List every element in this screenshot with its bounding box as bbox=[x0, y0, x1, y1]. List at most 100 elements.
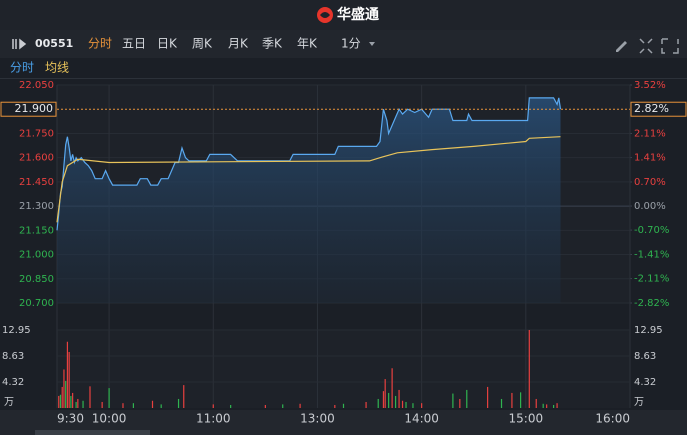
y2-tick-label: -2.11% bbox=[634, 274, 669, 285]
interval-select[interactable]: 1分 bbox=[341, 37, 361, 51]
volume-bar bbox=[63, 369, 65, 408]
volume-bar bbox=[412, 403, 414, 408]
volume-bar bbox=[72, 392, 74, 408]
volume-bar bbox=[528, 330, 530, 408]
y2-tick-label: -2.82% bbox=[634, 298, 669, 309]
volume-bar bbox=[299, 403, 301, 408]
volume-bar bbox=[556, 403, 558, 408]
dropdown-arrow[interactable] bbox=[369, 42, 375, 46]
volume-bar bbox=[388, 392, 390, 408]
collapse-icon[interactable] bbox=[12, 38, 27, 50]
volume-bar bbox=[365, 401, 367, 408]
volume-bar bbox=[394, 395, 397, 408]
volume-bar bbox=[66, 341, 69, 408]
y-tick-label: 20.850 bbox=[19, 274, 54, 285]
volume-tick-label: 8.63 bbox=[634, 351, 656, 362]
volume-bar bbox=[452, 393, 454, 408]
volume-tick-label: 12.95 bbox=[634, 325, 663, 336]
current-pct-box bbox=[630, 101, 687, 117]
y2-tick-label: -1.41% bbox=[634, 250, 669, 261]
volume-bar bbox=[520, 392, 522, 408]
volume-bar bbox=[122, 403, 124, 408]
volume-bar bbox=[160, 404, 162, 408]
volume-bar bbox=[65, 380, 67, 408]
current-pct-label: 2.82% bbox=[634, 102, 669, 115]
volume-bar bbox=[101, 401, 103, 408]
volume-bar bbox=[384, 379, 386, 408]
volume-bar bbox=[264, 404, 266, 408]
current-price-box bbox=[0, 101, 57, 117]
sub-tab[interactable]: 分时 bbox=[10, 61, 34, 75]
volume-bar bbox=[553, 404, 555, 408]
period-tab[interactable]: 日K bbox=[157, 37, 178, 51]
volume-bar bbox=[82, 400, 84, 408]
period-tab[interactable]: 周K bbox=[192, 37, 213, 51]
volume-bar bbox=[377, 398, 379, 408]
y-tick-label: 21.150 bbox=[19, 225, 54, 236]
period-tab[interactable]: 分时 bbox=[88, 37, 112, 51]
volume-tick-label: 12.95 bbox=[2, 325, 31, 336]
x-tick-label: 13:00 bbox=[300, 412, 335, 426]
volume-bar bbox=[535, 398, 537, 408]
period-tab[interactable]: 月K bbox=[228, 37, 249, 51]
volume-bar bbox=[70, 395, 72, 408]
volume-bar bbox=[546, 404, 548, 408]
volume-bar bbox=[466, 389, 468, 408]
x-tick-label: 16:00 bbox=[595, 412, 630, 426]
volume-bar bbox=[108, 388, 110, 408]
draw-icon[interactable] bbox=[616, 41, 627, 52]
y-tick-label: 21.750 bbox=[19, 128, 54, 139]
y2-tick-label: -0.70% bbox=[634, 225, 669, 236]
scroll-thumb[interactable] bbox=[35, 430, 150, 435]
period-tab[interactable]: 年K bbox=[297, 37, 318, 51]
divider bbox=[0, 78, 687, 79]
x-tick-label: 9:30 bbox=[57, 412, 84, 426]
volume-bar bbox=[500, 398, 503, 408]
fullscreen-icon[interactable] bbox=[661, 38, 679, 54]
period-tab[interactable]: 季K bbox=[262, 37, 283, 51]
volume-bar bbox=[61, 386, 63, 408]
y2-tick-label: 3.52% bbox=[634, 80, 666, 91]
volume-tick-label: 8.63 bbox=[2, 351, 24, 362]
volume-bar bbox=[421, 403, 423, 408]
volume-bar bbox=[230, 404, 232, 408]
volume-bar bbox=[58, 395, 60, 408]
volume-bar bbox=[342, 403, 345, 408]
volume-bar bbox=[282, 404, 284, 408]
volume-bar bbox=[459, 398, 461, 408]
toolbar bbox=[0, 30, 687, 58]
current-price-label: 21.900 bbox=[15, 102, 54, 115]
x-tick-label: 10:00 bbox=[92, 412, 127, 426]
volume-tick-label: 4.32 bbox=[634, 377, 656, 388]
x-tick-label: 14:00 bbox=[404, 412, 439, 426]
average-line bbox=[56, 136, 561, 223]
volume-bar bbox=[89, 386, 91, 408]
y-tick-label: 21.600 bbox=[19, 153, 54, 164]
y2-tick-label: 0.00% bbox=[634, 201, 666, 212]
volume-bar bbox=[405, 401, 407, 408]
x-tick-label: 11:00 bbox=[196, 412, 231, 426]
volume-bar bbox=[77, 398, 79, 408]
logo-mark bbox=[320, 12, 330, 18]
y-tick-label: 21.300 bbox=[19, 201, 54, 212]
volume-bar bbox=[212, 404, 214, 408]
stock-code: 00551 bbox=[35, 37, 73, 50]
header-bar bbox=[0, 0, 687, 30]
volume-bar bbox=[391, 368, 393, 408]
period-tab[interactable]: 五日 bbox=[122, 37, 146, 51]
volume-unit: 万 bbox=[4, 397, 14, 408]
volume-bar bbox=[132, 403, 134, 408]
y-tick-label: 20.700 bbox=[19, 298, 54, 309]
volume-bar bbox=[487, 386, 489, 408]
sub-tab[interactable]: 均线 bbox=[45, 61, 69, 75]
y2-tick-label: 1.41% bbox=[634, 153, 666, 164]
volume-bar bbox=[59, 394, 62, 408]
volume-bar bbox=[151, 400, 154, 408]
volume-bar bbox=[183, 385, 185, 408]
volume-bar bbox=[542, 403, 544, 408]
volume-area bbox=[57, 330, 630, 408]
volume-bar bbox=[334, 404, 336, 408]
volume-bar bbox=[401, 400, 404, 408]
expand-icon[interactable] bbox=[639, 38, 653, 54]
